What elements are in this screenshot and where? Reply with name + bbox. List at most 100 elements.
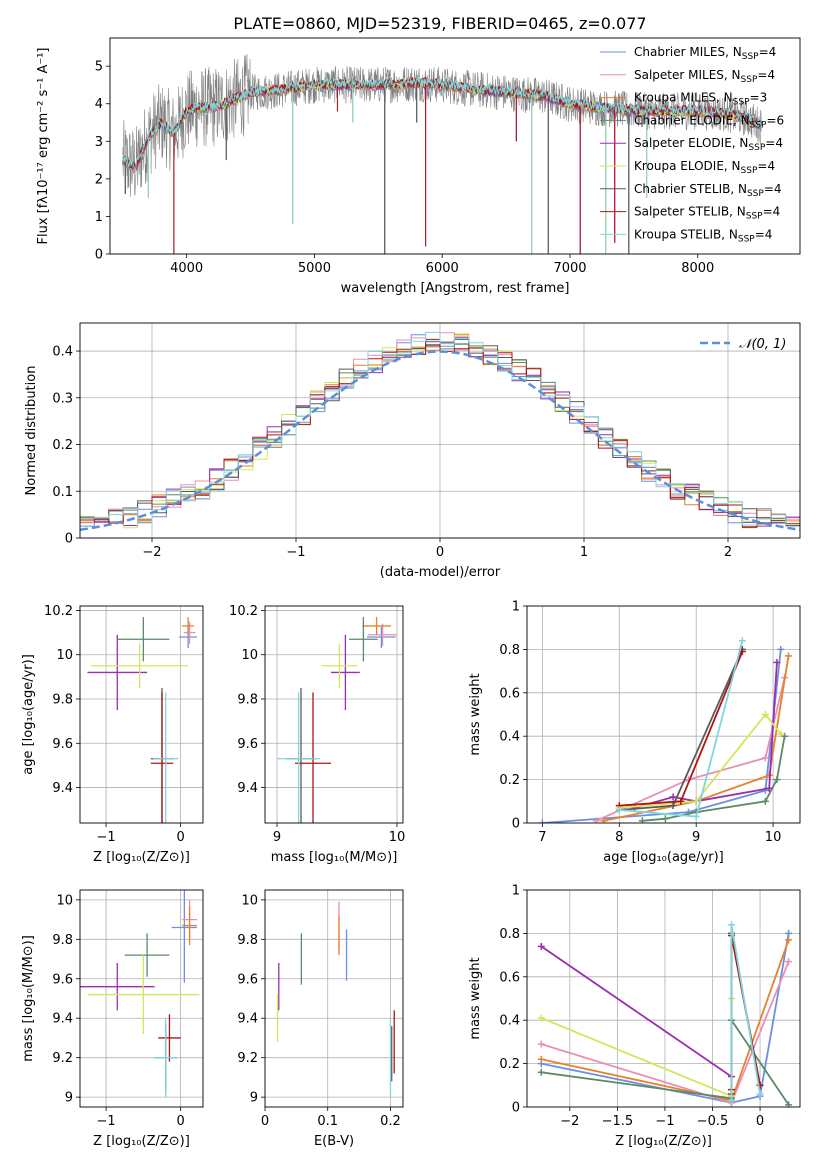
plot-area [527,890,800,1107]
y-axis-label: Normed distribution [24,366,39,496]
x-tick-label: 10 [765,830,782,845]
y-tick-label: 2 [95,172,103,187]
x-axis-label: Z [log₁₀(Z/Z⊙)] [615,1134,712,1149]
chart-z_age: −1 0 9.4 9.6 9.8 10 10.2 Z [log₁₀(Z/Z⊙)] age [lo… [21,604,204,865]
x-tick-label: 9 [273,830,281,845]
x-tick-label: 9 [692,830,700,845]
histogram-salpeter_stelib [80,338,800,528]
errorbar-chabrier_elodie [124,933,170,977]
chart-ebv_mass: 0 0.1 0.2 9 9.2 9.4 9.6 9.8 10 E(B-V) [237,889,404,1149]
x-tick-label: −1 [655,1114,674,1129]
weight-line-chabrier_miles [541,933,790,1104]
point-marker [669,802,677,810]
y-tick-label: 0 [512,1101,520,1116]
point-marker [761,797,769,805]
x-axis-label: mass [log₁₀(M/M⊙)] [271,850,398,865]
y-tick-label: 0.6 [499,686,520,701]
point-marker [592,817,600,823]
chart-z_weight: −2 −1.5 −1 −0.5 0 0 0.2 0.4 0.6 0.8 1 Z [log₁₀(Z/Z⊙… [468,884,801,1149]
point-marker [692,797,700,805]
weight-line-chabrier_elodie [642,736,786,822]
chart-spectrum: 4000 5000 6000 7000 8000 0 1 2 3 4 5 wavelength [An… [36,37,801,296]
point-marker [537,942,545,950]
point-marker [728,1096,736,1104]
point-marker [728,921,736,929]
chart-z_mass: −1 0 9 9.2 9.4 9.6 9.8 10 Z [log₁₀(Z/Z⊙)] mass [l… [21,889,204,1149]
x-tick-label: −1.5 [602,1114,634,1129]
y-tick-label: 0.4 [52,345,73,360]
axes-frame [264,605,404,824]
x-tick-label: −1 [286,545,305,560]
x-tick-label: −2 [560,1114,579,1129]
y-tick-label: 5 [95,60,103,75]
point-marker [537,1068,545,1076]
errorbar-salpeter_stelib [158,1014,181,1062]
model-line-kroupa_stelib [122,76,762,172]
point-marker [661,815,669,823]
y-tick-label: 9.6 [237,972,258,987]
y-tick-label: 0 [95,248,103,263]
y-tick-label: 1 [512,600,520,615]
y-tick-label: 3 [95,135,103,150]
data-spectrum-line [122,54,762,197]
legend-label-chabrier_stelib: Chabrier STELIB, NSSP=4 [634,182,782,199]
y-tick-label: 1 [512,884,520,899]
axes-frame [79,889,204,1108]
point-marker [765,784,773,792]
legend-label-chabrier_elodie: Chabrier ELODIE, NSSP=6 [634,113,784,130]
x-tick-label: 6000 [426,261,459,276]
point-marker [537,1014,545,1022]
plot-area [265,606,403,823]
chart-residuals: −2 −1 0 1 2 0 0.1 0.2 0.3 0.4 (data-model)/error No… [24,322,801,580]
point-marker [638,817,646,823]
errorbar-kroupa_miles [182,617,195,635]
legend-label-kroupa_elodie: Kroupa ELODIE, NSSP=4 [634,159,775,176]
point-marker [761,754,769,762]
x-tick-label: 7000 [553,261,586,276]
y-tick-label: 9.6 [237,737,258,752]
y-tick-label: 10 [56,893,73,908]
x-tick-label: 8000 [681,261,714,276]
plot-area [265,890,403,1107]
y-tick-label: 9.8 [52,933,73,948]
y-tick-label: 9.8 [237,933,258,948]
plot-area [80,323,800,538]
point-marker [773,776,781,784]
legend-label-salpeter_elodie: Salpeter ELODIE, NSSP=4 [634,136,783,153]
legend-label-chabrier_miles: Chabrier MILES, NSSP=4 [634,45,776,62]
point-marker [785,936,793,944]
errorbar-kroupa_elodie [91,643,189,688]
errorbar-salpeter_stelib [295,692,331,823]
chart-age_weight: 7 8 9 10 0 0.2 0.4 0.6 0.8 1 age [log₁₀(age/yr)] ma… [468,600,801,865]
figure-title: PLATE=0860, MJD=52319, FIBERID=0465, z=0… [233,14,646,33]
point-marker [761,711,769,718]
x-tick-label: 10 [389,830,406,845]
point-marker [615,806,623,814]
point-marker [669,793,677,801]
y-tick-label: 1 [95,210,103,225]
weight-line-kroupa_elodie [619,713,782,809]
weight-line-chabrier_stelib [619,649,744,811]
axes-frame [79,322,801,539]
x-axis-label: Z [log₁₀(Z/Z⊙)] [93,1134,190,1149]
point-marker [677,797,685,805]
x-tick-label: 1 [580,545,588,560]
legend-label-salpeter_stelib: Salpeter STELIB, NSSP=4 [634,205,780,222]
y-tick-label: 9.2 [52,1051,73,1066]
errorbar-kroupa_miles [362,617,391,635]
legend-label-kroupa_miles: Kroupa MILES, NSSP=3 [634,91,767,108]
point-marker [692,812,700,820]
plot-area [80,890,203,1107]
errorbar-salpeter_miles [368,623,397,646]
y-tick-label: 0.2 [499,1057,520,1072]
y-axis-label: Flux [fλ10⁻¹⁷ erg cm⁻² s⁻¹ A⁻¹] [36,48,51,245]
errorbar-kroupa_elodie [321,643,358,688]
y-axis-label: mass weight [468,957,483,1039]
x-tick-label: 8 [615,830,623,845]
errorbar-salpeter_miles [183,621,196,644]
y-tick-label: 10.2 [229,604,258,619]
point-marker [538,819,546,823]
axes-frame [526,889,801,1108]
axes-frame [526,605,801,824]
